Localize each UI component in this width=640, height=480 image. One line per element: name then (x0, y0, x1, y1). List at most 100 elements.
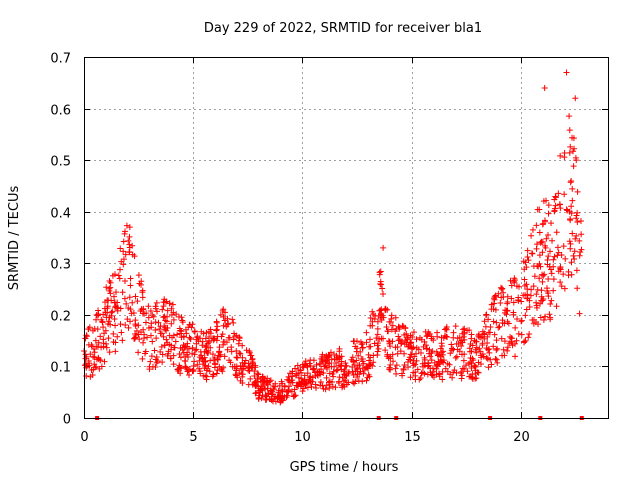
data-point (197, 335, 204, 342)
data-point (324, 365, 331, 372)
data-point (568, 259, 575, 266)
data-point (349, 364, 356, 371)
data-point (430, 368, 437, 375)
data-point (495, 290, 502, 297)
data-point (89, 327, 96, 334)
data-point (536, 252, 543, 259)
data-point (536, 260, 543, 267)
data-point (567, 217, 574, 224)
data-point (211, 354, 218, 361)
data-point (203, 329, 210, 336)
data-point (149, 311, 156, 318)
data-point (126, 294, 133, 301)
data-point (558, 252, 565, 259)
data-point (394, 350, 401, 357)
data-point (427, 353, 434, 360)
data-point (135, 322, 142, 329)
data-point (417, 374, 424, 381)
data-point (557, 279, 564, 286)
data-point (468, 348, 475, 355)
data-point (317, 371, 324, 378)
data-point (367, 314, 374, 321)
data-point (524, 253, 531, 260)
data-point (230, 319, 237, 326)
x-tick-label: 20 (513, 430, 530, 445)
data-point (214, 367, 221, 374)
data-point (467, 359, 474, 366)
data-point (497, 284, 504, 291)
data-point (301, 372, 308, 379)
data-point (168, 342, 175, 349)
data-point (454, 346, 461, 353)
data-point (202, 344, 209, 351)
data-point (139, 287, 146, 294)
data-point (511, 275, 518, 282)
data-point (527, 292, 534, 299)
data-point (302, 380, 309, 387)
data-point (178, 314, 185, 321)
data-point (541, 217, 548, 224)
data-point (492, 355, 499, 362)
data-point (203, 343, 210, 350)
data-point (576, 310, 583, 317)
data-point (161, 299, 168, 306)
data-point (504, 347, 511, 354)
data-point (130, 309, 137, 316)
data-point (237, 350, 244, 357)
data-point (239, 359, 246, 366)
data-point (350, 372, 357, 379)
data-point (469, 374, 476, 381)
data-point (555, 190, 562, 197)
data-point (322, 386, 329, 393)
data-point (138, 306, 145, 313)
data-point (523, 281, 530, 288)
data-point (253, 389, 260, 396)
data-point (525, 334, 532, 341)
data-point (330, 368, 337, 375)
data-point (472, 346, 479, 353)
data-point (501, 338, 508, 345)
data-point (393, 325, 400, 332)
data-point (259, 374, 266, 381)
data-point (231, 330, 238, 337)
data-point (485, 316, 492, 323)
data-point (496, 323, 503, 330)
data-point (319, 382, 326, 389)
data-point (101, 358, 108, 365)
data-point (389, 338, 396, 345)
data-point (503, 307, 510, 314)
data-point (570, 135, 577, 142)
data-point (336, 362, 343, 369)
data-point (480, 353, 487, 360)
data-point (537, 314, 544, 321)
data-point (350, 338, 357, 345)
data-point (98, 344, 105, 351)
data-point (127, 282, 134, 289)
data-point (136, 336, 143, 343)
peak-point (380, 244, 387, 251)
data-point (507, 277, 514, 284)
data-point (481, 318, 488, 325)
data-point (439, 368, 446, 375)
data-point (568, 203, 575, 210)
data-point (340, 378, 347, 385)
data-point (355, 377, 362, 384)
data-point (96, 365, 103, 372)
data-point (176, 351, 183, 358)
data-point (482, 312, 489, 319)
data-point (145, 314, 152, 321)
data-point (317, 378, 324, 385)
data-point (336, 345, 343, 352)
data-point (542, 313, 549, 320)
data-point (217, 351, 224, 358)
data-point (401, 332, 408, 339)
data-point (407, 332, 414, 339)
data-point (157, 330, 164, 337)
data-point (374, 325, 381, 332)
data-point (237, 377, 244, 384)
data-point (105, 318, 112, 325)
data-point (567, 179, 574, 186)
data-point (163, 336, 170, 343)
data-point (520, 292, 527, 299)
data-point (366, 357, 373, 364)
